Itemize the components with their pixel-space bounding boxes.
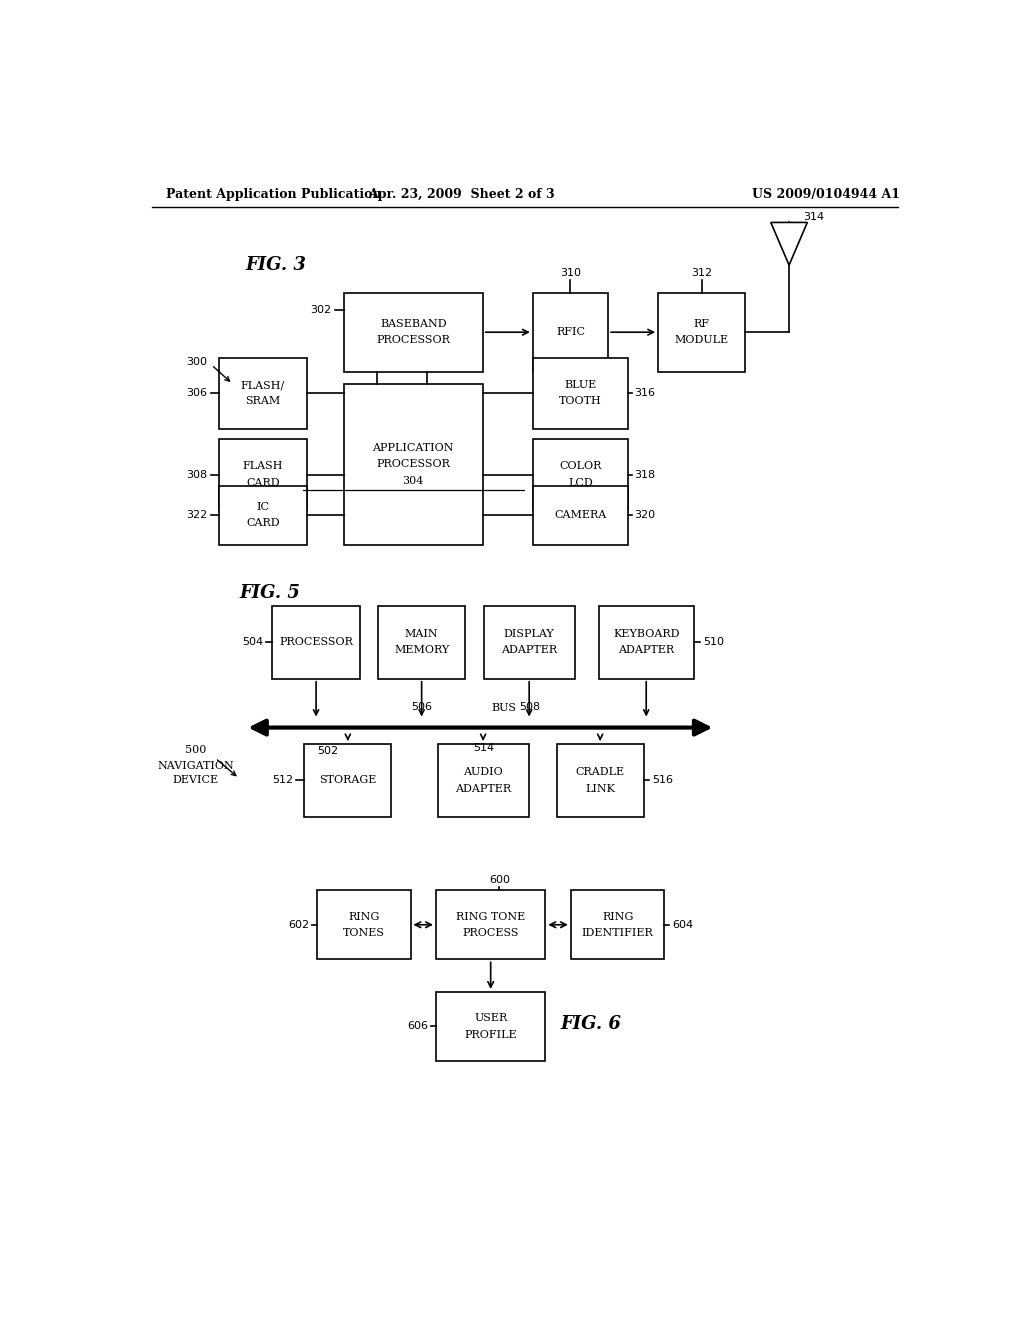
Text: NAVIGATION: NAVIGATION	[157, 762, 233, 771]
Text: IC: IC	[256, 502, 269, 512]
Text: Patent Application Publication: Patent Application Publication	[166, 189, 382, 202]
Text: RFIC: RFIC	[556, 327, 585, 337]
Text: TONES: TONES	[343, 928, 385, 939]
Text: 322: 322	[186, 510, 207, 520]
Text: MAIN: MAIN	[404, 630, 438, 639]
Text: MODULE: MODULE	[675, 335, 729, 346]
Bar	[570, 890, 665, 960]
Text: 506: 506	[411, 702, 432, 713]
Text: LCD: LCD	[568, 478, 593, 487]
Text: SRAM: SRAM	[246, 396, 281, 407]
Text: 306: 306	[186, 388, 207, 399]
Text: ADAPTER: ADAPTER	[455, 784, 511, 793]
Bar	[219, 358, 306, 429]
Text: CARD: CARD	[246, 519, 280, 528]
Text: USER: USER	[474, 1014, 507, 1023]
Bar	[219, 440, 306, 510]
Text: 606: 606	[407, 1022, 428, 1031]
Text: FIG. 5: FIG. 5	[240, 585, 300, 602]
Bar	[304, 744, 391, 817]
Text: APPLICATION: APPLICATION	[373, 444, 454, 453]
Text: CRADLE: CRADLE	[575, 767, 625, 777]
Text: RING: RING	[348, 912, 379, 921]
Text: 510: 510	[703, 638, 724, 647]
Text: DISPLAY: DISPLAY	[504, 630, 555, 639]
Text: 304: 304	[402, 475, 424, 486]
Text: KEYBOARD: KEYBOARD	[613, 630, 680, 639]
Text: US 2009/0104944 A1: US 2009/0104944 A1	[753, 189, 900, 202]
Text: 604: 604	[673, 920, 693, 929]
Bar	[557, 744, 644, 817]
Text: COLOR: COLOR	[559, 462, 601, 471]
Text: 312: 312	[691, 268, 713, 279]
Bar	[599, 606, 694, 678]
Text: PROCESSOR: PROCESSOR	[280, 638, 353, 647]
Text: 308: 308	[186, 470, 207, 479]
Text: 500: 500	[184, 744, 206, 755]
Bar	[658, 293, 745, 372]
Bar	[483, 606, 574, 678]
Bar	[272, 606, 359, 678]
Text: DEVICE: DEVICE	[172, 775, 218, 785]
Text: RING TONE: RING TONE	[456, 912, 525, 921]
Text: CAMERA: CAMERA	[554, 510, 606, 520]
Text: LINK: LINK	[585, 784, 615, 793]
Text: ADAPTER: ADAPTER	[618, 645, 674, 655]
Text: 318: 318	[634, 470, 655, 479]
Text: FIG. 6: FIG. 6	[560, 1015, 622, 1034]
Bar	[219, 486, 306, 545]
Text: RING: RING	[602, 912, 633, 921]
Text: BASEBAND: BASEBAND	[380, 319, 446, 329]
Text: STORAGE: STORAGE	[319, 775, 377, 785]
Text: MEMORY: MEMORY	[394, 645, 450, 655]
Text: 512: 512	[272, 775, 293, 785]
Text: FLASH/: FLASH/	[241, 380, 285, 389]
Bar	[532, 440, 628, 510]
Bar	[436, 890, 546, 960]
Text: FIG. 3: FIG. 3	[246, 256, 306, 275]
Bar	[316, 890, 411, 960]
Text: 316: 316	[634, 388, 655, 399]
Bar	[436, 991, 546, 1061]
Text: ADAPTER: ADAPTER	[501, 645, 557, 655]
Text: 602: 602	[288, 920, 309, 929]
Text: PROCESS: PROCESS	[463, 928, 519, 939]
Text: Apr. 23, 2009  Sheet 2 of 3: Apr. 23, 2009 Sheet 2 of 3	[368, 189, 555, 202]
Text: 310: 310	[560, 268, 581, 279]
Text: 508: 508	[519, 702, 540, 713]
Text: BUS: BUS	[492, 704, 517, 713]
Bar	[437, 744, 528, 817]
Bar	[532, 293, 608, 372]
Text: 314: 314	[804, 213, 824, 222]
Text: 502: 502	[317, 746, 339, 756]
Bar	[532, 358, 628, 429]
Text: TOOTH: TOOTH	[559, 396, 602, 407]
Text: PROFILE: PROFILE	[464, 1030, 517, 1040]
Text: 320: 320	[634, 510, 655, 520]
Text: 600: 600	[488, 875, 510, 886]
Bar	[344, 293, 482, 372]
Text: PROCESSOR: PROCESSOR	[377, 459, 451, 470]
Text: PROCESSOR: PROCESSOR	[377, 335, 451, 346]
Text: CARD: CARD	[246, 478, 280, 487]
Bar	[532, 486, 628, 545]
Bar	[344, 384, 482, 545]
Text: IDENTIFIER: IDENTIFIER	[582, 928, 653, 939]
Bar	[378, 606, 465, 678]
Text: AUDIO: AUDIO	[463, 767, 503, 777]
Polygon shape	[771, 223, 807, 265]
Text: RF: RF	[694, 319, 710, 329]
Text: 516: 516	[652, 775, 673, 785]
Text: 302: 302	[310, 305, 331, 315]
Text: 300: 300	[186, 356, 207, 367]
Text: BLUE: BLUE	[564, 380, 596, 389]
Text: FLASH: FLASH	[243, 462, 284, 471]
Text: 514: 514	[473, 743, 495, 752]
Text: 504: 504	[242, 638, 263, 647]
